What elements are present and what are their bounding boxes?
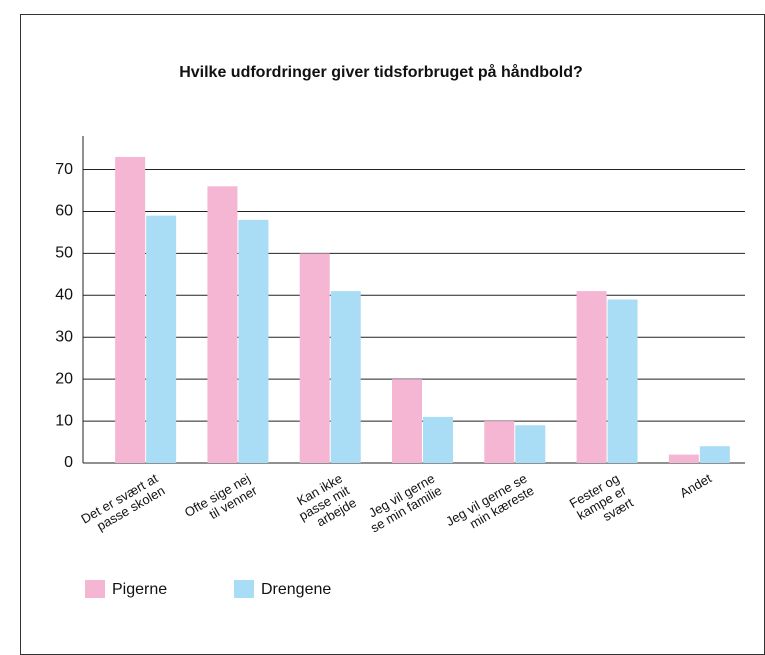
bar	[607, 299, 638, 463]
y-tick-label: 30	[55, 328, 73, 345]
legend-label: Pigerne	[112, 581, 167, 598]
y-tick-label: 60	[55, 203, 73, 220]
bar	[330, 291, 361, 463]
y-tick-label: 20	[55, 370, 73, 387]
bar	[576, 291, 607, 463]
bar	[238, 219, 269, 463]
legend-label: Drengene	[261, 581, 331, 598]
y-tick-label: 40	[55, 287, 73, 304]
bar	[699, 446, 730, 463]
bar	[207, 186, 238, 464]
legend-swatch	[234, 580, 254, 598]
bar	[668, 454, 699, 463]
legend-swatch	[85, 580, 105, 598]
chart-title: Hvilke udfordringer giver tidsforbruget …	[179, 63, 583, 81]
y-tick-label: 10	[55, 412, 73, 429]
x-tick-label: Andet	[677, 470, 714, 500]
bar	[423, 416, 453, 463]
bar	[299, 253, 330, 463]
y-tick-label: 0	[64, 454, 73, 471]
bar	[484, 421, 515, 463]
y-tick-label: 70	[55, 161, 73, 178]
bar	[115, 156, 146, 463]
y-tick-label: 50	[55, 245, 73, 262]
bar	[146, 215, 177, 463]
bar	[515, 425, 546, 463]
bar	[392, 379, 422, 463]
